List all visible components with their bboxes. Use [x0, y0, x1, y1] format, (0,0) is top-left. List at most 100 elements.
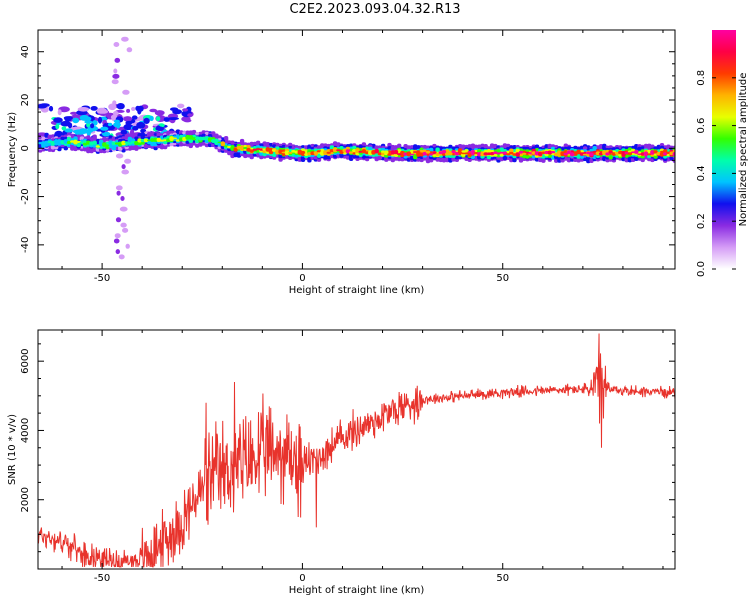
heat-cell: [233, 147, 238, 152]
heat-cell: [461, 152, 466, 155]
heat-cell: [122, 89, 130, 95]
heat-cell: [156, 137, 161, 142]
heat-cell: [121, 169, 129, 175]
heat-cell: [505, 153, 511, 156]
heat-cell: [618, 150, 623, 155]
heat-cell: [589, 152, 594, 157]
heat-cell: [149, 108, 158, 113]
heat-cell: [77, 107, 90, 112]
heat-cell: [96, 109, 109, 114]
snr-y-tick-label: 4000: [20, 418, 31, 443]
heat-cell: [640, 152, 645, 156]
heat-cell: [647, 153, 652, 156]
heat-cell: [348, 151, 354, 154]
spectrogram-y-axis-label: Frequency (Hz): [7, 112, 18, 188]
heat-cell: [155, 116, 161, 122]
heat-cell: [384, 150, 389, 156]
heat-cell: [131, 115, 138, 120]
heat-cell: [123, 123, 134, 131]
heat-cell: [653, 150, 658, 154]
heat-cell: [126, 47, 133, 53]
heat-cell: [422, 151, 427, 156]
heat-cell: [101, 131, 111, 137]
heat-cell: [432, 151, 437, 155]
heat-cell: [119, 206, 128, 212]
heat-cell: [288, 152, 293, 154]
heat-cell: [137, 138, 142, 143]
heat-cell: [177, 103, 185, 109]
colorbar-tick-label: 0.0: [696, 261, 707, 277]
heat-cell: [79, 141, 85, 144]
heat-cell: [409, 153, 415, 156]
spectrogram-y-tick-label: 20: [20, 94, 31, 107]
spectrogram-y-tick-label: -40: [20, 237, 31, 253]
heat-cell: [113, 119, 120, 123]
heat-cell: [464, 152, 469, 155]
heat-cell: [97, 116, 103, 124]
heat-cell: [249, 149, 254, 153]
heat-cell: [259, 148, 264, 151]
heat-cell: [134, 140, 139, 146]
heat-cell: [57, 109, 62, 116]
heat-cell: [425, 150, 431, 154]
snr-background: [38, 330, 675, 569]
heat-cell: [131, 106, 136, 111]
heat-cell: [95, 145, 101, 148]
heat-cell: [118, 254, 125, 260]
heat-cell: [66, 141, 72, 144]
heat-cell: [191, 137, 197, 141]
heat-cell: [57, 139, 62, 141]
heat-cell: [198, 136, 203, 141]
heat-cell: [38, 103, 48, 109]
heat-cell: [86, 116, 92, 121]
heat-cell: [89, 141, 94, 146]
heat-cell: [53, 117, 63, 123]
heat-cell: [137, 105, 144, 112]
spectrogram-x-tick-label: 50: [496, 273, 509, 284]
heat-cell: [544, 150, 549, 155]
heat-cell: [82, 142, 88, 146]
heat-cell: [243, 147, 248, 150]
heat-cell: [54, 141, 59, 144]
heat-cell: [100, 126, 109, 131]
heat-cell: [114, 57, 121, 63]
heat-cell: [130, 140, 136, 144]
heat-cell: [284, 150, 290, 156]
snr-series-line: [38, 333, 675, 568]
heat-cell: [563, 152, 568, 156]
heat-cell: [111, 79, 119, 85]
heat-cell: [560, 151, 565, 157]
heat-cell: [112, 73, 120, 79]
heat-cell: [400, 151, 405, 154]
heat-cell: [313, 151, 318, 155]
heat-cell: [86, 122, 91, 128]
heat-cell: [457, 151, 463, 154]
heat-cell: [608, 150, 613, 154]
heat-cell: [374, 149, 379, 154]
spectrogram-x-axis-label: Height of straight line (km): [289, 285, 425, 296]
heat-cell: [435, 152, 440, 156]
heat-cell: [120, 196, 125, 201]
heat-cell: [310, 151, 315, 156]
heat-cell: [38, 142, 43, 145]
heat-cell: [126, 108, 131, 113]
heat-cell: [509, 151, 514, 155]
heat-cell: [111, 141, 117, 146]
heat-cell: [515, 152, 520, 157]
heat-cell: [169, 136, 174, 141]
spectrogram-y-tick-label: 0: [20, 145, 31, 151]
heat-cell: [195, 137, 200, 139]
heat-cell: [61, 126, 67, 131]
heat-cell: [108, 145, 113, 148]
heat-cell: [201, 138, 206, 141]
heat-cell: [86, 130, 91, 136]
heat-cell: [114, 233, 121, 239]
heat-cell: [127, 142, 133, 145]
heat-cell: [211, 139, 216, 143]
heat-cell: [406, 151, 411, 157]
heat-cell: [172, 137, 177, 140]
heat-cell: [582, 153, 588, 156]
heat-cell: [115, 249, 121, 255]
heat-cell: [63, 116, 73, 120]
heat-cell: [67, 122, 73, 129]
